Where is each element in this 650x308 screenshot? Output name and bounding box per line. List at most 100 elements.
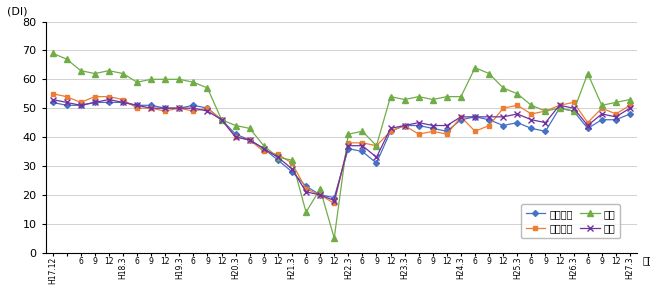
家計動向 bbox=[344, 147, 352, 150]
雇用 bbox=[541, 109, 549, 113]
雇用 bbox=[330, 236, 338, 240]
合計 bbox=[231, 135, 239, 139]
家計動向 bbox=[598, 118, 606, 122]
雇用 bbox=[499, 86, 507, 90]
企業動向 bbox=[400, 124, 409, 128]
企業動向 bbox=[359, 141, 367, 145]
家計動向 bbox=[514, 121, 521, 124]
家計動向 bbox=[77, 103, 85, 107]
合計 bbox=[584, 124, 592, 128]
雇用 bbox=[556, 106, 564, 110]
合計 bbox=[429, 124, 437, 128]
雇用 bbox=[485, 72, 493, 75]
合計 bbox=[387, 127, 395, 130]
家計動向 bbox=[288, 170, 296, 173]
合計 bbox=[77, 103, 85, 107]
合計 bbox=[190, 106, 198, 110]
企業動向 bbox=[330, 202, 338, 205]
家計動向 bbox=[626, 112, 634, 116]
企業動向 bbox=[626, 103, 634, 107]
家計動向 bbox=[274, 158, 282, 162]
合計 bbox=[499, 115, 507, 119]
企業動向 bbox=[584, 121, 592, 124]
雇用 bbox=[302, 210, 310, 214]
企業動向 bbox=[231, 135, 239, 139]
企業動向 bbox=[62, 95, 70, 99]
合計 bbox=[218, 118, 226, 122]
雇用 bbox=[246, 127, 254, 130]
雇用 bbox=[344, 132, 352, 136]
雇用 bbox=[626, 98, 634, 101]
企業動向 bbox=[485, 124, 493, 128]
企業動向 bbox=[133, 106, 141, 110]
企業動向 bbox=[429, 129, 437, 133]
家計動向 bbox=[231, 132, 239, 136]
家計動向 bbox=[372, 161, 380, 165]
雇用 bbox=[161, 77, 169, 81]
企業動向 bbox=[147, 106, 155, 110]
家計動向 bbox=[612, 118, 619, 122]
雇用 bbox=[288, 158, 296, 162]
家計動向 bbox=[62, 103, 70, 107]
家計動向 bbox=[161, 106, 169, 110]
雇用 bbox=[457, 95, 465, 99]
家計動向 bbox=[119, 100, 127, 104]
企業動向 bbox=[119, 98, 127, 101]
雇用 bbox=[49, 51, 57, 55]
雇用 bbox=[387, 95, 395, 99]
企業動向 bbox=[274, 152, 282, 156]
雇用 bbox=[203, 86, 211, 90]
合計 bbox=[400, 124, 409, 128]
合計 bbox=[316, 193, 324, 197]
合計 bbox=[274, 156, 282, 159]
Line: 家計動向: 家計動向 bbox=[51, 100, 632, 200]
企業動向 bbox=[91, 95, 99, 99]
雇用 bbox=[274, 156, 282, 159]
雇用 bbox=[612, 100, 619, 104]
企業動向 bbox=[260, 150, 268, 153]
合計 bbox=[161, 106, 169, 110]
雇用 bbox=[77, 69, 85, 72]
家計動向 bbox=[541, 129, 549, 133]
合計 bbox=[119, 100, 127, 104]
雇用 bbox=[471, 66, 479, 70]
Text: (DI): (DI) bbox=[7, 7, 27, 17]
Line: 企業動向: 企業動向 bbox=[51, 92, 632, 205]
企業動向 bbox=[344, 141, 352, 145]
企業動向 bbox=[457, 115, 465, 119]
企業動向 bbox=[541, 109, 549, 113]
家計動向 bbox=[176, 106, 183, 110]
企業動向 bbox=[190, 109, 198, 113]
雇用 bbox=[231, 124, 239, 128]
合計 bbox=[344, 144, 352, 148]
雇用 bbox=[62, 57, 70, 61]
雇用 bbox=[415, 95, 422, 99]
合計 bbox=[260, 147, 268, 150]
家計動向 bbox=[499, 124, 507, 128]
Line: 合計: 合計 bbox=[50, 97, 632, 203]
家計動向 bbox=[316, 193, 324, 197]
企業動向 bbox=[598, 106, 606, 110]
家計動向 bbox=[471, 115, 479, 119]
合計 bbox=[569, 106, 577, 110]
合計 bbox=[372, 156, 380, 159]
合計 bbox=[147, 106, 155, 110]
雇用 bbox=[147, 77, 155, 81]
家計動向 bbox=[415, 124, 422, 128]
雇用 bbox=[190, 80, 198, 84]
雇用 bbox=[598, 103, 606, 107]
合計 bbox=[443, 124, 451, 128]
雇用 bbox=[91, 72, 99, 75]
企業動向 bbox=[218, 118, 226, 122]
企業動向 bbox=[569, 100, 577, 104]
Text: （月）: （月） bbox=[643, 255, 650, 265]
合計 bbox=[288, 167, 296, 171]
合計 bbox=[176, 106, 183, 110]
雇用 bbox=[133, 80, 141, 84]
家計動向 bbox=[260, 147, 268, 150]
企業動向 bbox=[528, 112, 536, 116]
合計 bbox=[49, 98, 57, 101]
家計動向 bbox=[190, 103, 198, 107]
家計動向 bbox=[302, 184, 310, 188]
企業動向 bbox=[556, 103, 564, 107]
